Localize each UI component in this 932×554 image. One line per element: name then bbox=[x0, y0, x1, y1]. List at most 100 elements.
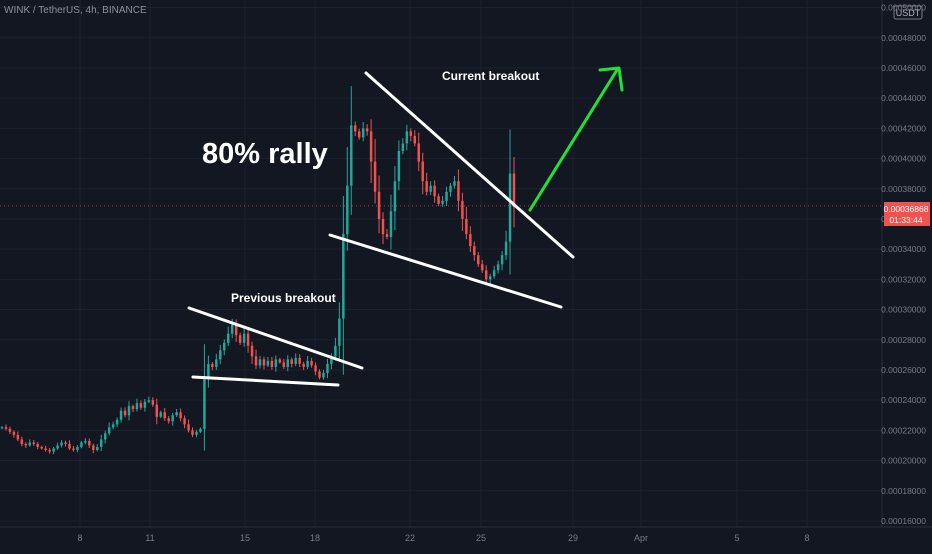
candle-body bbox=[377, 191, 381, 219]
price-tick-label: 0.00024000 bbox=[881, 395, 926, 405]
candle-body bbox=[357, 131, 361, 138]
candle-body bbox=[139, 403, 143, 408]
candle-body bbox=[278, 359, 282, 363]
candle-body bbox=[413, 135, 417, 144]
candle-body bbox=[56, 445, 59, 449]
candle-body bbox=[60, 442, 63, 446]
symbol-title[interactable]: WINK / TetherUS, 4h, BINANCE bbox=[4, 5, 147, 16]
current-upper-trendline bbox=[364, 71, 575, 259]
candle-body bbox=[512, 173, 516, 207]
candle-body bbox=[250, 345, 254, 357]
candle-body bbox=[397, 151, 401, 182]
time-tick-label: Apr bbox=[634, 533, 648, 543]
candle-body bbox=[334, 345, 337, 357]
candle-body bbox=[242, 333, 246, 343]
candle-body bbox=[99, 439, 103, 447]
current-price-countdown: 01:33:44 bbox=[889, 215, 922, 225]
candle-body bbox=[481, 264, 484, 271]
candle-body bbox=[461, 200, 464, 219]
candle-body bbox=[16, 434, 20, 440]
candle-body bbox=[80, 442, 83, 447]
candle-body bbox=[48, 449, 51, 452]
candle-body bbox=[187, 424, 190, 431]
candle-body bbox=[4, 427, 8, 429]
time-axis[interactable]: 8 11 15 18 22 25 29 Apr 5 8 bbox=[0, 526, 932, 543]
candle-body bbox=[421, 161, 424, 182]
candle-body bbox=[211, 363, 214, 367]
current-breakout-label: Current breakout bbox=[442, 69, 539, 83]
price-tick-label: 0.00020000 bbox=[881, 456, 926, 466]
time-tick-labels: 8 11 15 18 22 25 29 Apr 5 8 bbox=[77, 533, 809, 543]
candle-body bbox=[219, 350, 222, 360]
arrow-head-icon bbox=[598, 66, 624, 92]
candle-body bbox=[159, 412, 162, 417]
candle-body bbox=[28, 442, 32, 446]
candle-body bbox=[215, 359, 218, 367]
candle-body bbox=[508, 173, 512, 242]
candle-body bbox=[167, 418, 170, 422]
candle-body bbox=[72, 448, 75, 450]
current-price-tag bbox=[884, 202, 930, 226]
time-tick-label: 8 bbox=[77, 533, 82, 543]
currency-badge-label: USDT bbox=[896, 8, 921, 18]
price-tick-label: 0.00032000 bbox=[881, 274, 926, 284]
candle-body bbox=[496, 264, 500, 271]
candle-body bbox=[449, 185, 452, 192]
candle-body bbox=[24, 443, 28, 446]
candle-body bbox=[477, 255, 480, 265]
candle-body bbox=[318, 371, 321, 378]
candle-body bbox=[131, 406, 135, 410]
candle-body bbox=[417, 143, 420, 162]
price-tick-label: 0.00048000 bbox=[881, 33, 926, 43]
candle-body bbox=[298, 357, 301, 364]
candle-body bbox=[68, 443, 71, 449]
candle-body bbox=[314, 365, 317, 372]
price-tick-label: 0.00034000 bbox=[881, 244, 926, 254]
candle-body bbox=[346, 185, 349, 235]
candle-body bbox=[294, 357, 297, 364]
candle-body bbox=[465, 218, 468, 235]
candle-body bbox=[385, 234, 389, 238]
candle-body bbox=[457, 181, 460, 201]
candle-body bbox=[274, 359, 278, 367]
candle-body bbox=[191, 430, 194, 435]
candle-body bbox=[389, 211, 393, 238]
candles bbox=[0, 86, 882, 455]
candle-body bbox=[195, 431, 198, 435]
candle-body bbox=[401, 143, 405, 152]
candle-body bbox=[0, 427, 4, 429]
candle-body bbox=[230, 324, 234, 334]
candle-body bbox=[32, 442, 35, 444]
candle-body bbox=[171, 415, 174, 422]
candle-body bbox=[234, 324, 238, 336]
candle-body bbox=[282, 362, 286, 367]
currency-badge[interactable] bbox=[893, 5, 923, 20]
candle-body bbox=[350, 125, 353, 186]
candle-body bbox=[425, 181, 428, 192]
price-tick-label: 0.00042000 bbox=[881, 123, 926, 133]
candle-body bbox=[433, 185, 436, 197]
time-tick-label: 11 bbox=[145, 533, 154, 543]
candle-body bbox=[500, 255, 504, 265]
candle-body bbox=[409, 131, 413, 136]
candle-body bbox=[20, 439, 24, 444]
price-tick-label: 0.00022000 bbox=[881, 425, 926, 435]
candle-body bbox=[44, 448, 47, 450]
candle-body bbox=[488, 276, 492, 280]
candle-body bbox=[338, 318, 341, 346]
price-tick-label: 0.00038000 bbox=[881, 184, 926, 194]
candle-body bbox=[381, 218, 385, 235]
price-tick-label: 0.00018000 bbox=[881, 486, 926, 496]
price-axis[interactable]: 0.00016000 0.00018000 0.00020000 0.00022000… bbox=[881, 0, 930, 527]
candle-body bbox=[286, 359, 289, 367]
grid bbox=[0, 0, 882, 527]
candle-body bbox=[119, 410, 123, 420]
trendlines bbox=[187, 71, 575, 387]
time-tick-label: 8 bbox=[804, 533, 809, 543]
time-tick-label: 25 bbox=[476, 533, 486, 543]
candle-body bbox=[127, 406, 131, 416]
candle-body bbox=[393, 181, 397, 212]
